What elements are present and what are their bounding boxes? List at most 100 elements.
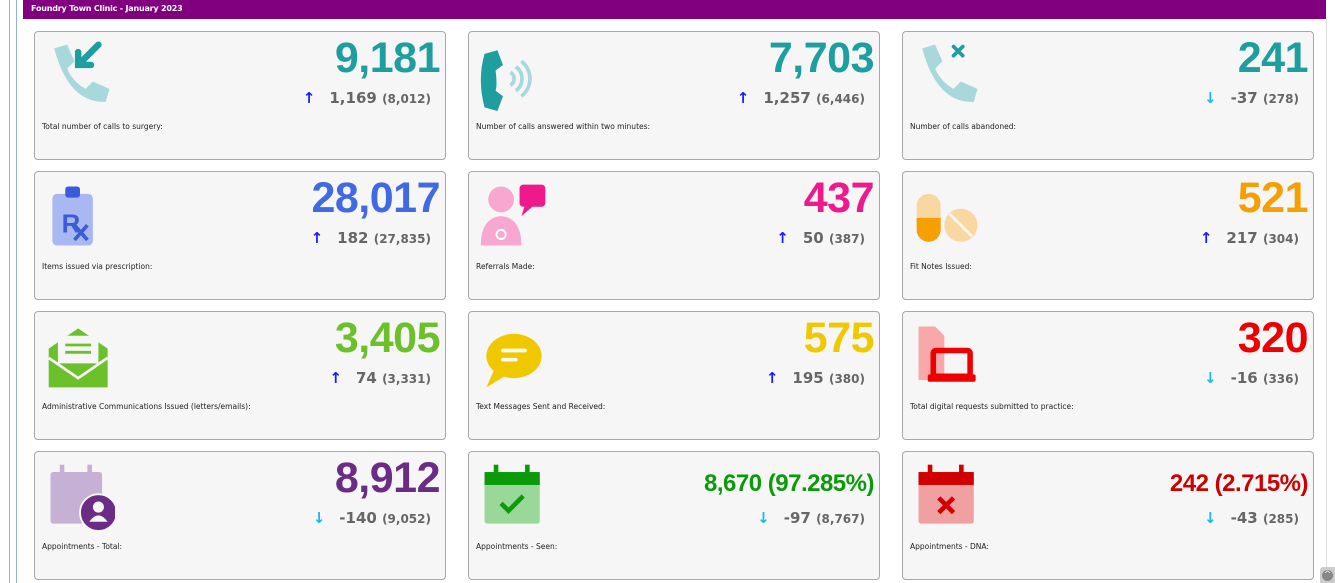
stat-value: 242 (2.715%) <box>1169 470 1309 497</box>
change-value: -16 <box>1230 369 1258 387</box>
stat-card: 437 ↑ 50 (387) Referrals Made: <box>468 171 880 300</box>
stat-card: 8,670 (97.285%) ↓ -97 (8,767) Appointment… <box>468 451 880 580</box>
scroll-to-top-button[interactable]: ^ <box>1320 567 1335 583</box>
calendar-cross-icon <box>918 464 974 524</box>
stat-card: 7,703 ↑ 1,257 (6,446) Number of calls ans… <box>468 31 880 160</box>
stat-label: Appointments - DNA: <box>910 542 989 551</box>
stat-value: 7,703 <box>768 34 875 82</box>
stat-label: Appointments - Total: <box>42 542 123 551</box>
stat-card: 320 ↓ -16 (336) Total digital requests su… <box>902 311 1314 440</box>
calendar-check-icon <box>484 464 540 524</box>
stat-value: 9,181 <box>334 34 441 82</box>
arrow-down-icon: ↓ <box>1204 509 1217 527</box>
page-title: Foundry Town Clinic - January 2023 <box>23 0 1326 19</box>
left-border <box>9 0 10 583</box>
arrow-down-icon: ↓ <box>312 509 326 527</box>
call-abandoned-icon <box>922 44 978 102</box>
call-answered-icon <box>480 50 532 111</box>
previous-value: (3,331) <box>382 372 431 386</box>
stat-value: 28,017 <box>311 174 440 222</box>
change-value: 217 <box>1226 229 1258 247</box>
stat-label: Fit Notes Issued: <box>910 262 972 271</box>
stat-change: ↑ 50 (387) <box>776 229 865 247</box>
previous-value: (27,835) <box>373 232 431 246</box>
arrow-up-icon: ↑ <box>736 89 750 107</box>
stat-label: Items issued via prescription: <box>42 262 153 271</box>
stat-change: ↓ -140 (9,052) <box>313 509 431 527</box>
change-value: 50 <box>802 229 824 247</box>
change-value: -37 <box>1230 89 1258 107</box>
left-border-inner <box>16 0 17 583</box>
arrow-up-icon: ↑ <box>329 369 342 387</box>
arrow-up-icon: ↑ <box>765 369 779 387</box>
stat-card: 9,181 ↑ 1,169 (8,012) Total number of cal… <box>34 31 446 160</box>
stat-label: Administrative Communications Issued (le… <box>42 402 251 411</box>
stat-change: ↑ 217 (304) <box>1200 229 1299 247</box>
change-value: -97 <box>783 509 811 527</box>
right-border <box>1326 19 1327 583</box>
pills-icon <box>916 193 978 242</box>
stat-change: ↑ 182 (27,835) <box>311 229 431 247</box>
change-value: 74 <box>355 369 377 387</box>
previous-value: (285) <box>1262 512 1299 526</box>
stat-change: ↓ -43 (285) <box>1204 509 1299 527</box>
arrow-up-icon: ↑ <box>776 229 789 247</box>
previous-value: (9,052) <box>382 512 431 526</box>
previous-value: (304) <box>1262 232 1299 246</box>
previous-value: (380) <box>828 372 865 386</box>
stat-card: 575 ↑ 195 (380) Text Messages Sent and Re… <box>468 311 880 440</box>
svg-text:R: R <box>62 211 81 239</box>
change-value: -140 <box>339 509 377 527</box>
change-value: 182 <box>337 229 369 247</box>
stat-value: 8,670 (97.285%) <box>704 470 874 497</box>
prescription-icon: R <box>52 186 93 246</box>
previous-value: (8,012) <box>382 92 431 106</box>
stat-card: 241 ↓ -37 (278) Number of calls abandoned… <box>902 31 1314 160</box>
arrow-up-icon: ↑ <box>1199 229 1213 247</box>
previous-value: (387) <box>828 232 865 246</box>
stat-change: ↑ 195 (380) <box>766 369 865 387</box>
stat-value: 575 <box>803 314 875 362</box>
stat-card: R 28,017 ↑ 182 (27,835) Items issued via … <box>34 171 446 300</box>
stat-value: 320 <box>1237 314 1309 362</box>
envelope-letter-icon <box>47 328 109 388</box>
stat-label: Number of calls abandoned: <box>910 122 1017 131</box>
chevron-up-icon: ^ <box>1322 570 1333 581</box>
stat-label: Total digital requests submitted to prac… <box>910 402 1074 411</box>
arrow-down-icon: ↓ <box>757 509 770 527</box>
change-value: 195 <box>792 369 824 387</box>
stat-card: 521 ↑ 217 (304) Fit Notes Issued: <box>902 171 1314 300</box>
stat-card: 3,405 ↑ 74 (3,331) Administrative Communi… <box>34 311 446 440</box>
stat-card: 242 (2.715%) ↓ -43 (285) Appointments - D… <box>902 451 1314 580</box>
previous-value: (8,767) <box>816 512 865 526</box>
incoming-call-icon <box>54 41 110 102</box>
arrow-up-icon: ↑ <box>302 89 316 107</box>
stat-value: 521 <box>1237 174 1309 222</box>
stat-label: Appointments - Seen: <box>476 542 558 551</box>
stat-label: Total number of calls to surgery: <box>42 122 163 131</box>
arrow-down-icon: ↓ <box>1204 369 1217 387</box>
speech-bubble-icon <box>486 333 542 388</box>
stat-change: ↓ -97 (8,767) <box>757 509 865 527</box>
stat-value: 3,405 <box>334 314 441 362</box>
stat-change: ↓ -37 (278) <box>1204 89 1299 107</box>
stat-label: Referrals Made: <box>476 262 535 271</box>
stat-value: 241 <box>1237 34 1309 82</box>
stat-value: 8,912 <box>334 454 441 502</box>
change-value: 1,257 <box>763 89 811 107</box>
stat-label: Number of calls answered within two minu… <box>476 122 651 131</box>
arrow-down-icon: ↓ <box>1204 89 1217 107</box>
stat-value: 437 <box>803 174 875 222</box>
stat-change: ↑ 1,257 (6,446) <box>737 89 865 107</box>
arrow-up-icon: ↑ <box>310 229 324 247</box>
change-value: -43 <box>1230 509 1258 527</box>
calendar-user-icon <box>50 464 115 532</box>
previous-value: (278) <box>1262 92 1299 106</box>
change-value: 1,169 <box>329 89 377 107</box>
stat-change: ↑ 1,169 (8,012) <box>303 89 431 107</box>
stat-change: ↑ 74 (3,331) <box>329 369 431 387</box>
previous-value: (336) <box>1262 372 1299 386</box>
stat-label: Text Messages Sent and Received: <box>476 402 606 411</box>
doctor-referral-icon <box>480 184 546 246</box>
previous-value: (6,446) <box>816 92 865 106</box>
